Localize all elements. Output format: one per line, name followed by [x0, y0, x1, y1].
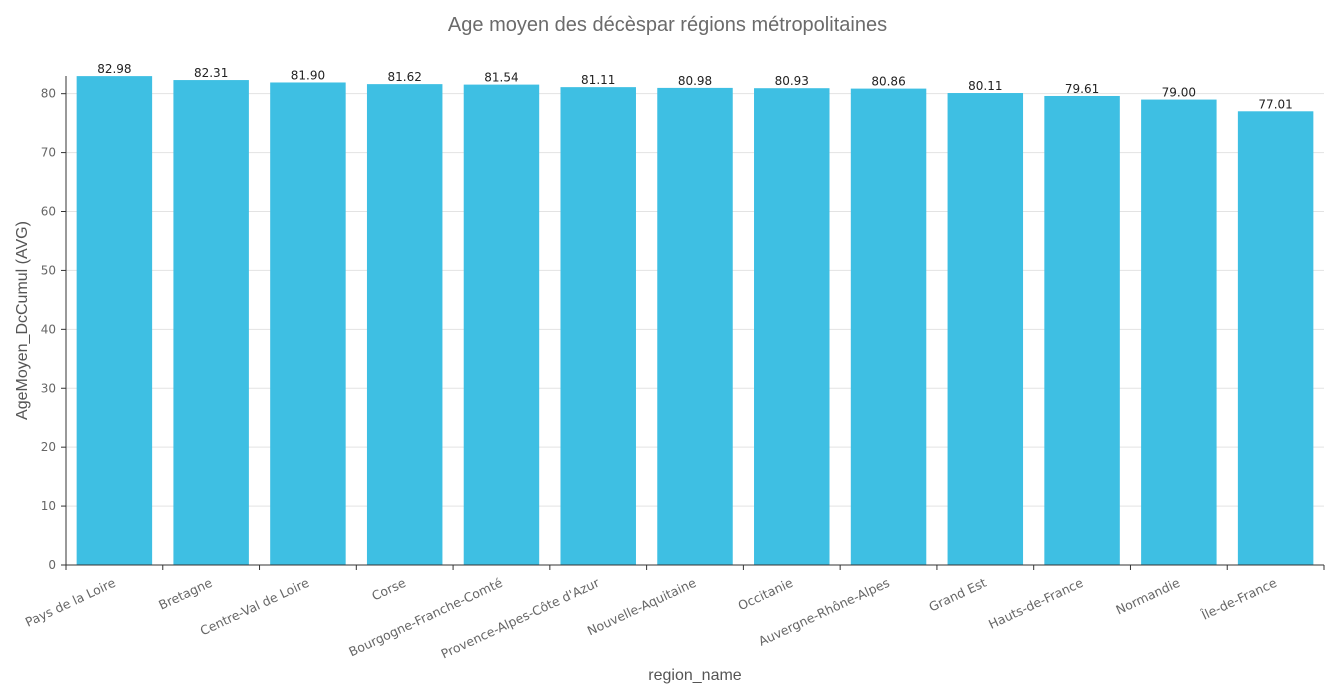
data-labels: 82.98 82.31 81.90 81.62 81.54 81.11 80.98 80.93…	[97, 62, 1293, 111]
y-tick-label: 10	[41, 499, 56, 513]
data-label: 81.11	[581, 73, 615, 87]
bar	[366, 84, 443, 565]
x-tick-label: Centre-Val de Loire	[198, 575, 312, 639]
bar	[560, 87, 636, 565]
bar	[173, 80, 249, 565]
data-label: 80.93	[775, 74, 809, 88]
data-label: 80.11	[968, 79, 1002, 93]
y-tick-label: 70	[41, 146, 56, 160]
y-tick-label: 20	[41, 440, 56, 454]
x-tick-label: Pays de la Loire	[23, 575, 118, 630]
x-tick-label: Bourgogne-Franche-Comté	[346, 575, 505, 660]
x-tick-label: Provence-Alpes-Côte d'Azur	[439, 574, 603, 661]
bar	[270, 82, 346, 566]
y-tick-label: 80	[41, 87, 56, 101]
y-tick-label: 60	[41, 205, 56, 219]
data-label: 82.98	[97, 62, 131, 76]
bar	[657, 87, 733, 565]
y-tick-label: 50	[41, 263, 56, 277]
y-axis-ticks: 0 10 20 30 40 50 60 70 80	[41, 87, 66, 572]
chart-title: Age moyen des décèspar régions métropoli…	[447, 14, 888, 36]
data-label: 80.86	[871, 75, 905, 89]
x-tick-label: Occitanie	[736, 575, 796, 614]
bar	[754, 88, 830, 565]
bar	[850, 88, 927, 566]
bar	[1044, 95, 1120, 565]
y-tick-label: 30	[41, 381, 56, 395]
bar	[463, 84, 540, 565]
bar	[1237, 111, 1314, 566]
data-label: 82.31	[194, 66, 228, 80]
y-axis-title: AgeMoyen_DcCumul (AVG)	[14, 221, 31, 420]
data-label: 77.01	[1258, 97, 1292, 111]
y-tick-label: 40	[41, 322, 56, 336]
y-tick-label: 0	[48, 558, 56, 572]
data-label: 79.61	[1065, 82, 1099, 96]
axes	[65, 76, 1324, 566]
data-label: 81.62	[388, 70, 422, 84]
x-tick-label: Grand Est	[926, 575, 988, 615]
x-tick-label: Corse	[369, 575, 408, 604]
data-label: 81.54	[484, 71, 518, 85]
bar	[76, 76, 153, 565]
data-label: 81.90	[291, 68, 325, 82]
data-label: 80.98	[678, 74, 712, 88]
data-label: 79.00	[1162, 86, 1196, 100]
x-axis-title: region_name	[648, 667, 742, 684]
x-tick-label: Île-de-France	[1198, 575, 1279, 623]
x-tick-label: Normandie	[1113, 575, 1182, 618]
x-tick-label: Bretagne	[156, 575, 214, 613]
bar	[947, 93, 1024, 566]
x-tick-label: Hauts-de-France	[986, 575, 1086, 632]
x-tick-label: Nouvelle-Aquitaine	[585, 575, 699, 639]
bars	[76, 76, 1314, 566]
bar	[1141, 99, 1217, 566]
